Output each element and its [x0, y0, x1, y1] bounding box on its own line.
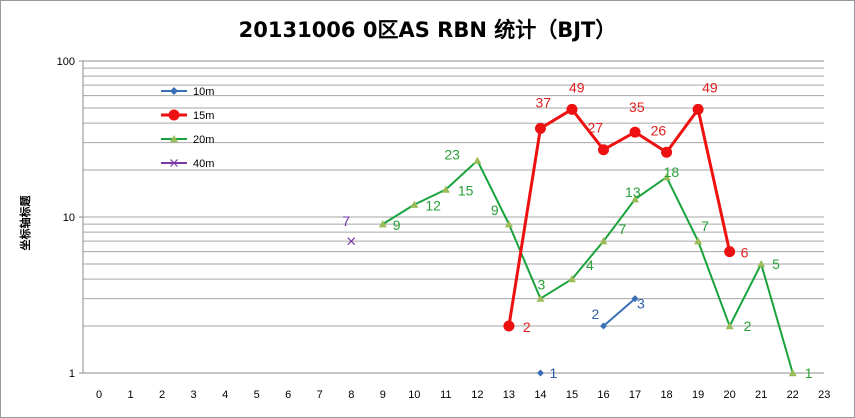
x-tick-label: 5 — [254, 389, 260, 401]
data-point — [661, 146, 673, 158]
chart-title: 20131006 0区AS RBN 统计（BJT） — [238, 18, 617, 42]
data-point — [694, 237, 703, 245]
data-label: 2 — [592, 306, 600, 322]
x-tick-label: 14 — [534, 389, 546, 401]
data-label: 5 — [772, 256, 780, 272]
data-label: 2 — [744, 318, 752, 334]
data-label: 3 — [537, 277, 545, 293]
data-point — [441, 185, 450, 193]
data-label: 9 — [491, 202, 499, 218]
data-label: 7 — [701, 218, 709, 234]
x-tick-label: 4 — [222, 389, 228, 401]
data-label: 37 — [535, 94, 551, 110]
data-label: 23 — [444, 147, 460, 163]
data-point — [536, 294, 545, 302]
x-tick-label: 15 — [566, 389, 578, 401]
x-tick-label: 11 — [440, 389, 451, 401]
data-point — [170, 135, 178, 143]
y-tick-label: 10 — [63, 212, 75, 224]
data-point — [692, 103, 704, 115]
x-tick-label: 16 — [597, 389, 609, 401]
legend-label-40m: 40m — [193, 158, 214, 170]
data-point — [410, 200, 419, 208]
data-point — [347, 237, 356, 246]
x-tick-label: 17 — [629, 389, 641, 401]
data-point — [600, 322, 608, 330]
x-tick-label: 3 — [191, 389, 197, 401]
series-line-20m — [382, 159, 794, 374]
data-label: 2 — [523, 319, 531, 335]
y-tick-label: 100 — [57, 56, 75, 68]
x-tick-label: 22 — [787, 389, 799, 401]
data-label: 4 — [586, 257, 594, 273]
x-tick-label: 13 — [503, 389, 515, 401]
data-point — [598, 144, 610, 156]
data-point — [631, 295, 639, 303]
data-point — [629, 126, 641, 138]
data-label: 12 — [425, 198, 441, 214]
data-point — [504, 220, 513, 228]
x-tick-label: 1 — [127, 389, 133, 401]
data-point — [534, 122, 546, 134]
data-point — [724, 246, 736, 258]
data-label: 6 — [741, 245, 749, 261]
data-label: 18 — [664, 164, 680, 180]
data-point — [662, 173, 671, 181]
data-label: 26 — [651, 122, 667, 138]
legend-label-15m: 15m — [193, 110, 214, 122]
x-tick-label: 12 — [471, 389, 483, 401]
x-tick-label: 6 — [285, 389, 291, 401]
data-point — [378, 220, 387, 228]
gridlines — [83, 60, 824, 327]
data-point — [725, 322, 734, 330]
x-tick-label: 23 — [818, 389, 830, 401]
x-tick-label: 8 — [348, 389, 354, 401]
data-label: 1 — [549, 365, 557, 381]
x-tick-label: 2 — [159, 389, 165, 401]
data-point — [503, 320, 515, 332]
data-label: 27 — [588, 120, 604, 136]
data-point — [168, 109, 180, 121]
data-label: 35 — [629, 99, 645, 115]
data-label: 7 — [342, 213, 350, 229]
data-point — [536, 369, 544, 377]
data-point — [631, 195, 640, 203]
legend-label-20m: 20m — [193, 134, 214, 146]
data-label: 9 — [393, 217, 401, 233]
data-point — [170, 87, 178, 95]
series-line-15m — [507, 107, 732, 327]
data-point — [567, 275, 576, 283]
data-point — [757, 259, 766, 268]
data-point — [599, 237, 608, 245]
legend-label-10m: 10m — [193, 86, 214, 98]
data-label: 49 — [569, 79, 585, 95]
x-tick-label: 9 — [380, 389, 386, 401]
series-line-10m — [602, 297, 636, 327]
x-tick-label: 10 — [408, 389, 420, 401]
data-label: 13 — [625, 184, 641, 200]
x-tick-label: 19 — [692, 389, 704, 401]
data-point — [170, 159, 178, 167]
x-tick-label: 20 — [724, 389, 736, 401]
x-tick-label: 21 — [755, 389, 767, 401]
data-label: 3 — [637, 296, 645, 312]
data-label: 1 — [805, 365, 813, 381]
data-label: 7 — [619, 221, 627, 237]
data-label: 49 — [702, 79, 718, 95]
data-point — [788, 369, 797, 377]
x-tick-label: 7 — [317, 389, 323, 401]
data-point — [473, 156, 482, 164]
data-label: 15 — [458, 183, 474, 199]
data-point — [566, 103, 578, 115]
y-tick-label: 1 — [69, 368, 75, 380]
x-tick-label: 0 — [96, 389, 102, 401]
x-tick-label: 18 — [660, 389, 672, 401]
